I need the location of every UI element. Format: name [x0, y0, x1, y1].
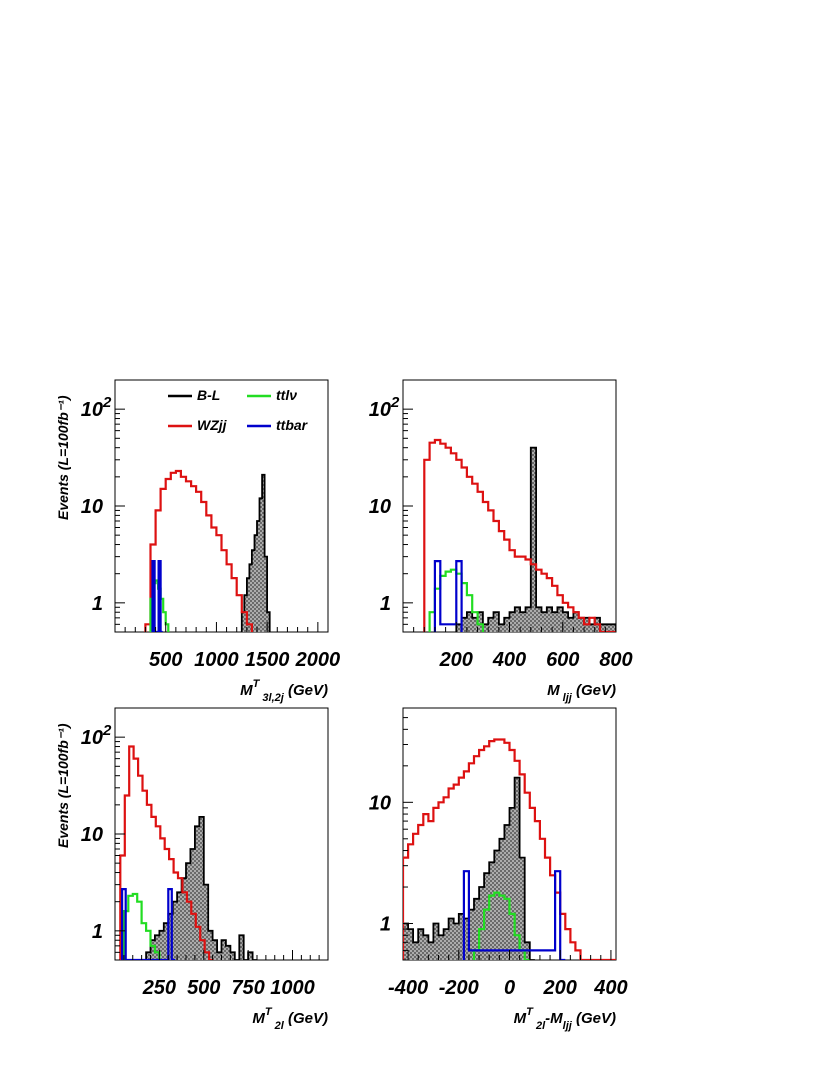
y-tick-label-p3: 10 — [81, 824, 103, 846]
panel-2-series — [423, 438, 616, 632]
panel-1-series — [144, 469, 271, 632]
x-tick-label-p2: 800 — [599, 649, 632, 671]
series-ttbar-line-p1 — [151, 560, 163, 632]
x-tick-label-p1: 2000 — [295, 649, 341, 671]
y-tick-label-p1: 1 — [92, 593, 103, 615]
series-wzjj-line-p4 — [403, 738, 616, 960]
legend: B-L ttlν WZjj ttbar — [168, 387, 309, 433]
y-tick-exponent-p3: 2 — [102, 722, 112, 739]
y-tick-label-p2: 10 — [369, 399, 391, 421]
series-ttbar-line-p2 — [433, 560, 463, 632]
series-ttlnu-line-p4 — [472, 891, 530, 960]
panel-4-plot: 1 10 -400 -200 0 200 400 MT 2l-Mljj (GeV) — [369, 707, 628, 1032]
x-tick-label-p3: 500 — [187, 977, 220, 999]
x-tick-label-p4: 0 — [504, 977, 515, 999]
series-bl-line-p1 — [240, 473, 271, 632]
legend-label-bl: B-L — [197, 387, 220, 403]
y-axis-label-top: Events (L=100fb⁻¹) — [55, 395, 71, 520]
y-tick-label-p4: 1 — [380, 914, 391, 936]
panel-4-y-ticks: 1 10 — [369, 707, 413, 961]
y-tick-label-p1: 10 — [81, 399, 103, 421]
x-axis-label-p1: MT 3l,2j (GeV) — [240, 678, 328, 704]
x-tick-label-p3: 250 — [142, 977, 176, 999]
y-tick-label-p4: 10 — [369, 792, 391, 814]
y-tick-label-p2: 10 — [369, 496, 391, 518]
legend-label-wzjj: WZjj — [197, 417, 228, 433]
x-tick-label-p4: -400 — [388, 977, 428, 999]
series-wzjj-line-p3 — [119, 745, 214, 960]
x-tick-label-p1: 500 — [149, 649, 182, 671]
x-tick-label-p2: 600 — [546, 649, 579, 671]
series-bl-fill-p1 — [241, 474, 270, 632]
panel-1-x-ticks: 500 1000 1500 2000 — [114, 622, 341, 671]
series-wzjj-line-p2 — [423, 438, 616, 632]
series-bl-fill-p3 — [146, 816, 257, 960]
x-tick-label-p1: 1500 — [245, 649, 290, 671]
x-axis-label-p3: MT 2l (GeV) — [252, 1006, 328, 1032]
panel-4-series — [403, 738, 616, 960]
x-tick-label-p1: 1000 — [194, 649, 239, 671]
series-ttbar-line-p3 — [121, 888, 176, 960]
series-ttlnu-line-p3 — [122, 892, 161, 960]
series-bl-line-p2 — [455, 446, 616, 632]
y-tick-label-p1: 10 — [81, 496, 103, 518]
series-bl-fill-p4 — [403, 777, 535, 960]
x-tick-label-p3: 750 — [231, 977, 264, 999]
x-tick-label-p4: -200 — [439, 977, 479, 999]
x-tick-label-p2: 200 — [439, 649, 473, 671]
x-axis-label-p4: MT 2l-Mljj (GeV) — [514, 1006, 616, 1032]
y-tick-exponent-p1: 2 — [102, 394, 112, 411]
y-axis-label-bottom: Events (L=100fb⁻¹) — [55, 723, 71, 848]
x-tick-label-p2: 400 — [492, 649, 526, 671]
panel-3-x-ticks: 250 500 750 1000 — [114, 950, 329, 999]
legend-label-ttlnu: ttlν — [276, 387, 297, 403]
panel-4-x-ticks: -400 -200 0 200 400 — [388, 950, 628, 999]
y-tick-label-p2: 1 — [380, 593, 391, 615]
panel-4: 1 10 -400 -200 0 200 400 MT 2l-Mljj (GeV) — [369, 707, 628, 1032]
panel-2-x-ticks: 200 400 600 800 — [402, 622, 633, 671]
x-tick-label-p3: 1000 — [270, 977, 315, 999]
y-tick-exponent-p2: 2 — [390, 394, 400, 411]
legend-label-ttbar: ttbar — [276, 417, 309, 433]
panel-3-series — [119, 745, 257, 960]
x-tick-label-p4: 200 — [543, 977, 577, 999]
series-bl-line-p3 — [145, 816, 257, 960]
y-tick-label-p3: 10 — [81, 727, 103, 749]
x-tick-label-p4: 400 — [593, 977, 627, 999]
x-axis-label-p2: M ljj (GeV) — [547, 682, 616, 704]
series-ttbar-line-p4 — [462, 870, 566, 960]
series-wzjj-line-p1 — [144, 469, 253, 632]
y-tick-label-p3: 1 — [92, 921, 103, 943]
